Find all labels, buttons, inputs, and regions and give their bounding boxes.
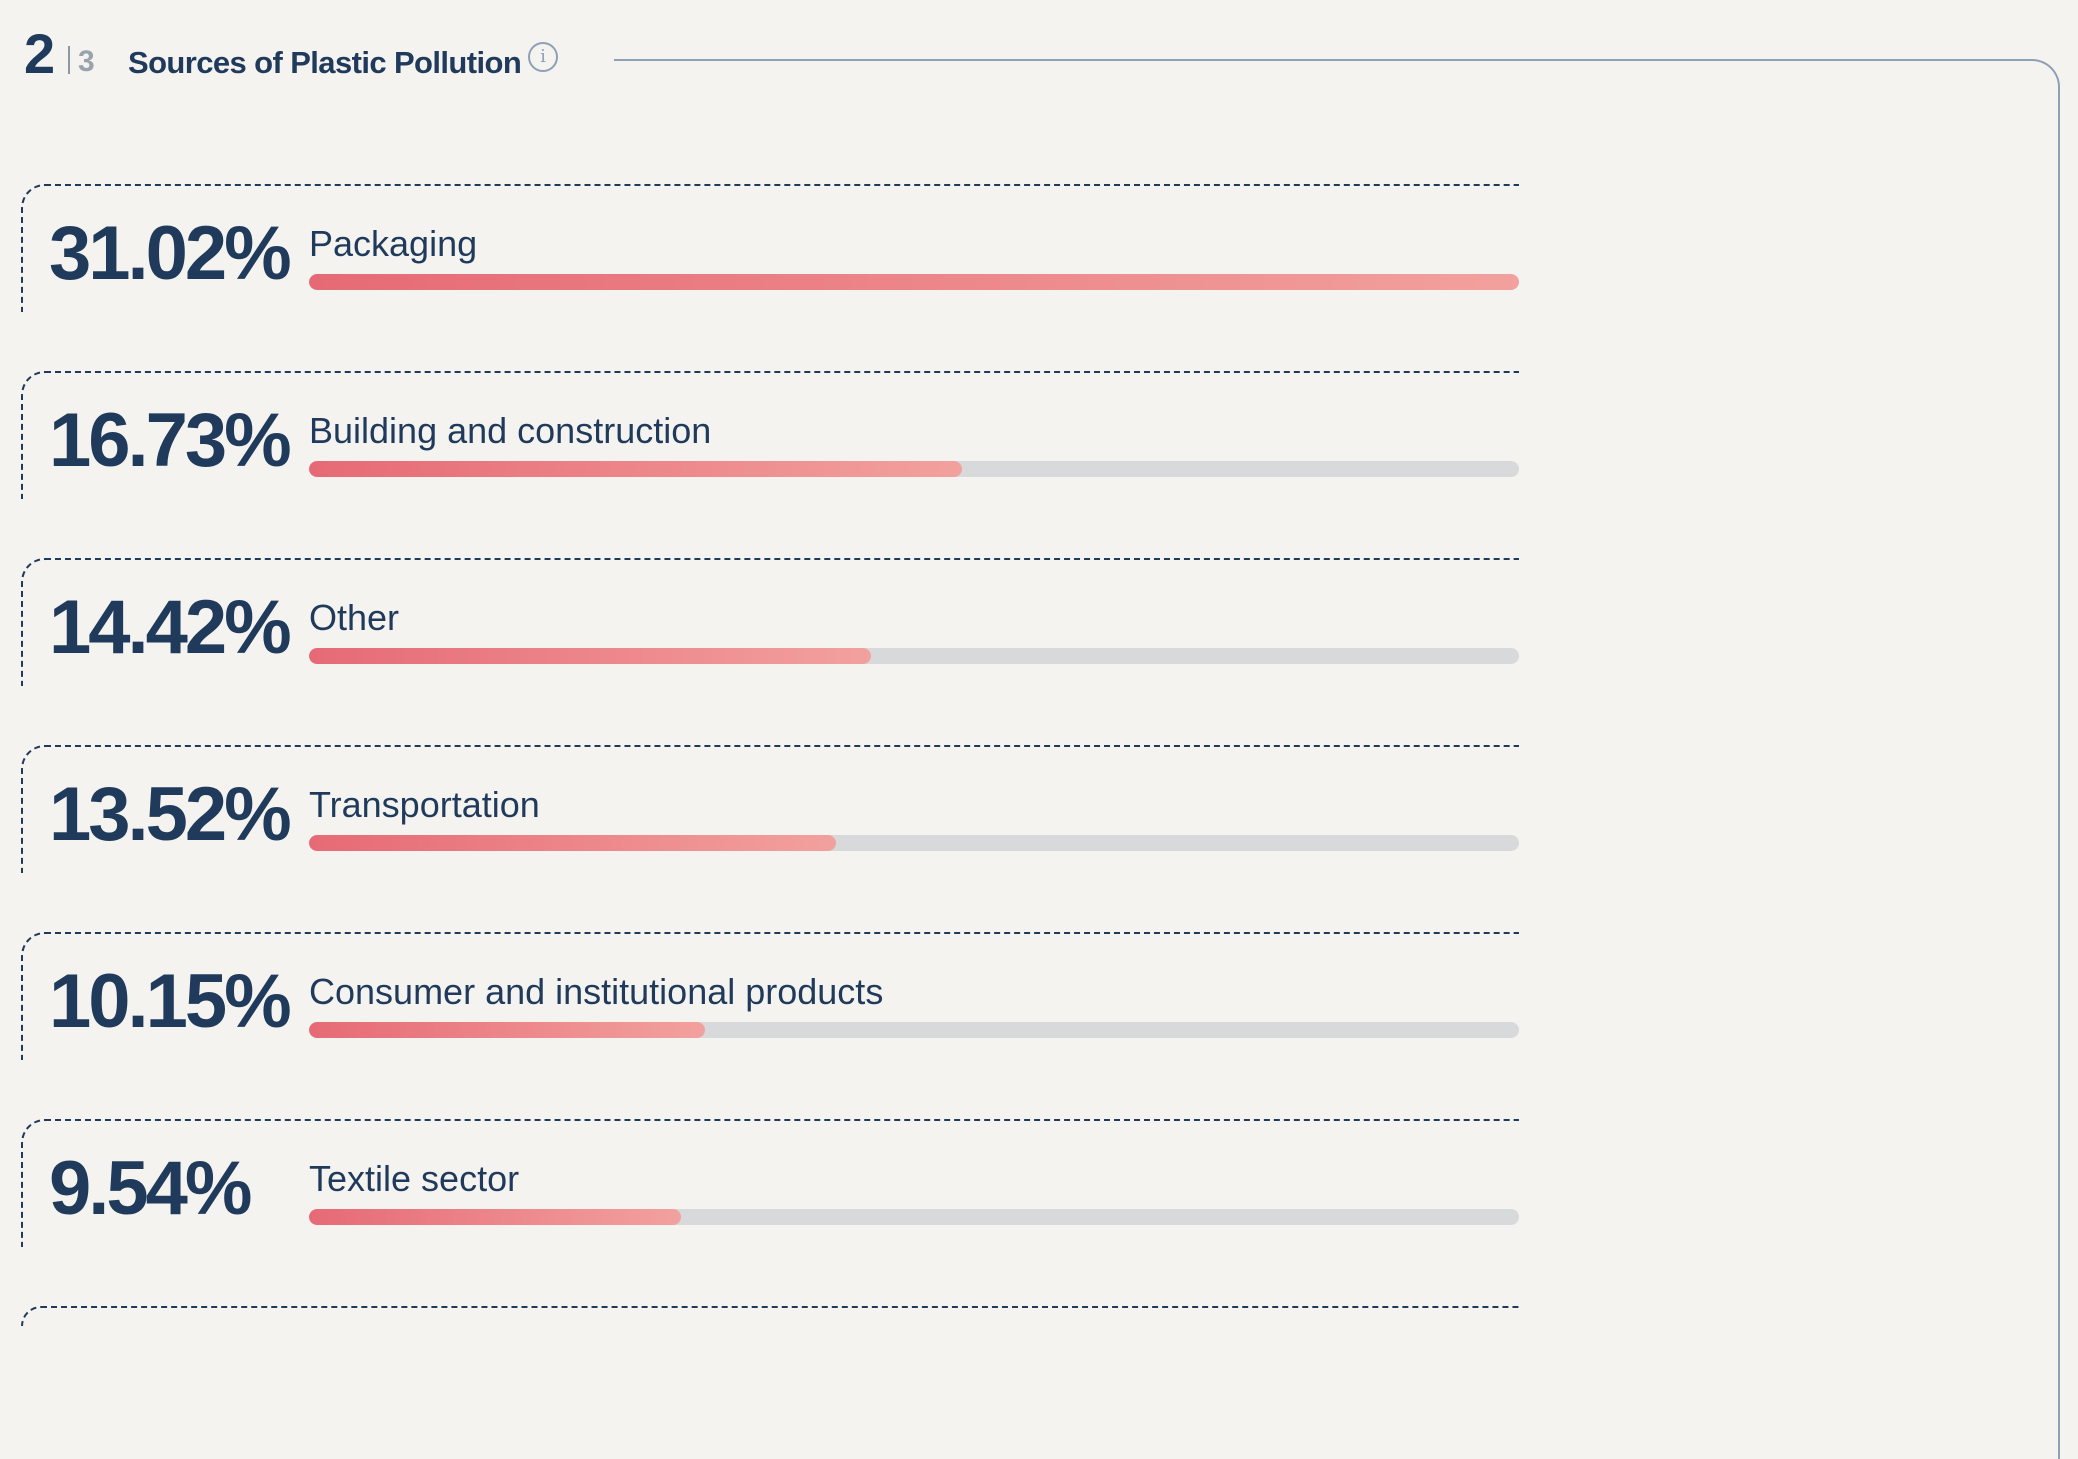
data-label: 9.54%: [49, 1146, 252, 1231]
bar: [309, 648, 871, 664]
step-total: 3: [78, 45, 95, 78]
category-label: Textile sector: [309, 1158, 520, 1199]
category-label: Consumer and institutional products: [309, 971, 884, 1012]
data-label: 16.73%: [49, 398, 292, 483]
data-label: 14.42%: [49, 585, 292, 670]
bar: [309, 274, 1519, 290]
bar: [309, 1022, 705, 1038]
bar-track: [309, 461, 1519, 477]
bar-row: 13.52% Transportation: [21, 745, 1519, 873]
row-border: [21, 932, 1519, 1060]
category-label: Transportation: [309, 784, 540, 825]
row-border: [21, 184, 1519, 312]
category-label: Packaging: [309, 223, 478, 264]
bar-track: [309, 1209, 1519, 1225]
row-border: [21, 745, 1519, 873]
data-label: 10.15%: [49, 959, 292, 1044]
page-title: Sources of Plastic Pollution: [128, 45, 522, 80]
bar-row: 14.42% Other: [21, 558, 1519, 686]
category-label: Other: [309, 597, 400, 638]
row-border: [21, 1119, 1519, 1247]
row-border: [21, 371, 1519, 499]
data-label: 31.02%: [49, 211, 292, 296]
bar-track: [309, 1022, 1519, 1038]
category-label: Building and construction: [309, 410, 712, 451]
data-label: 13.52%: [49, 772, 292, 857]
section-header: 2 3 Sources of Plastic Pollution i: [24, 22, 2064, 102]
bar-track: [309, 648, 1519, 664]
step-separator: [68, 46, 70, 74]
step-current: 2: [24, 22, 56, 85]
bar: [309, 461, 962, 477]
row-border: [21, 558, 1519, 686]
bar: [309, 835, 836, 851]
bar-track: [309, 274, 1519, 290]
bar-row: 10.15% Consumer and institutional product…: [21, 932, 1519, 1060]
bar-track: [309, 835, 1519, 851]
row-border: [21, 1306, 1519, 1326]
content-frame: [614, 59, 2060, 1459]
bar-row: 31.02% Packaging: [21, 184, 1519, 312]
bar-row-partial: [21, 1306, 1519, 1326]
bar-row: 9.54% Textile sector: [21, 1119, 1519, 1247]
info-icon[interactable]: i: [528, 42, 558, 72]
bar-row: 16.73% Building and construction: [21, 371, 1519, 499]
bar: [309, 1209, 681, 1225]
